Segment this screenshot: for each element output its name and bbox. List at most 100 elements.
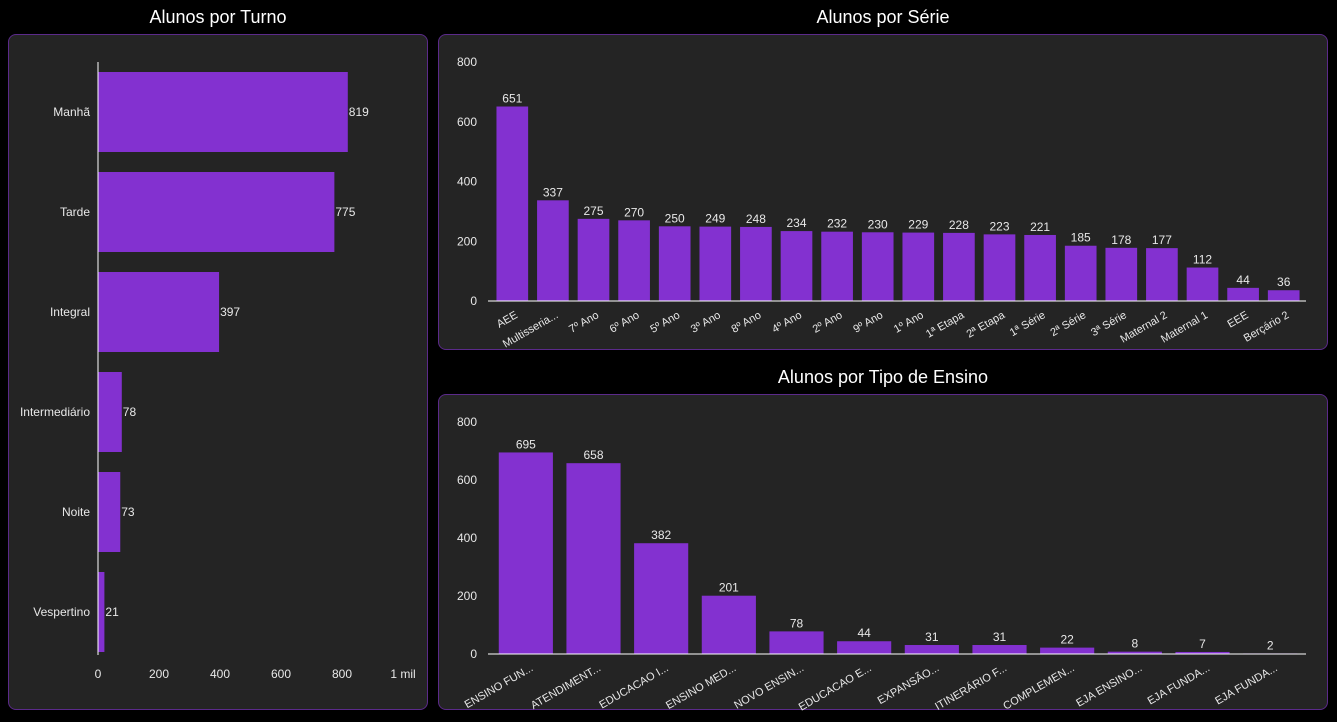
- serie-category-label-4: 5º Ano: [648, 309, 682, 335]
- serie-bar-1: [537, 200, 569, 301]
- tipo-category-label-5: EDUCACAO E...: [797, 662, 874, 713]
- serie-data-label-19: 36: [1277, 275, 1291, 289]
- serie-bar-0: [496, 106, 529, 301]
- tipo-category-label-8: COMPLEMEN...: [1001, 662, 1076, 712]
- serie-data-label-10: 229: [908, 218, 928, 232]
- data-label-turno-1: 775: [335, 205, 355, 219]
- serie-data-label-15: 178: [1111, 233, 1131, 247]
- serie-data-label-16: 177: [1152, 233, 1172, 247]
- tipo-data-label-6: 31: [925, 630, 939, 644]
- serie-bar-3: [618, 220, 650, 301]
- serie-category-label-0: AEE: [495, 309, 520, 330]
- serie-data-label-11: 228: [949, 218, 969, 232]
- serie-bar-12: [983, 234, 1016, 301]
- tipo-data-label-1: 658: [583, 448, 603, 462]
- serie-tick-label-2: 400: [457, 175, 477, 189]
- serie-category-label-9: 9º Ano: [851, 309, 885, 335]
- serie-category-label-2: 7º Ano: [567, 309, 601, 335]
- tipo-data-label-7: 31: [993, 630, 1007, 644]
- serie-category-label-10: 1º Ano: [892, 309, 926, 335]
- tick-label-turno-4: 800: [332, 667, 352, 681]
- category-label-turno-5: Vespertino: [33, 605, 90, 619]
- tipo-bar-6: [904, 645, 959, 654]
- tipo-tick-label-1: 200: [457, 589, 477, 603]
- serie-category-label-6: 8º Ano: [730, 309, 764, 335]
- tipo-data-label-0: 695: [516, 437, 536, 451]
- tick-label-turno-2: 400: [210, 667, 230, 681]
- serie-data-label-13: 221: [1030, 220, 1050, 234]
- data-label-turno-4: 73: [121, 505, 135, 519]
- tipo-data-label-4: 78: [790, 616, 804, 630]
- serie-tick-label-3: 600: [457, 115, 477, 129]
- tipo-bar-4: [769, 631, 824, 654]
- tipo-category-label-10: EJA FUNDA...: [1146, 662, 1212, 707]
- data-label-turno-3: 78: [123, 405, 137, 419]
- bar-turno-0: [98, 72, 348, 152]
- serie-category-label-12: 2ª Etapa: [965, 309, 1008, 341]
- data-label-turno-5: 21: [105, 605, 119, 619]
- serie-data-label-7: 234: [786, 216, 806, 230]
- tick-label-turno-1: 200: [149, 667, 169, 681]
- tipo-data-label-10: 7: [1199, 637, 1206, 651]
- category-label-turno-0: Manhã: [53, 105, 90, 119]
- serie-bar-4: [658, 226, 691, 301]
- tipo-data-label-11: 2: [1267, 638, 1274, 652]
- tipo-bar-1: [566, 463, 621, 654]
- serie-tick-label-1: 200: [457, 234, 477, 248]
- tipo-category-label-9: EJA ENSINO...: [1074, 662, 1144, 709]
- tipo-bar-0: [498, 452, 553, 654]
- bar-turno-1: [98, 172, 335, 252]
- serie-category-label-3: 6º Ano: [608, 309, 642, 335]
- tipo-category-label-11: EJA FUNDA...: [1213, 662, 1279, 707]
- serie-data-label-1: 337: [543, 185, 563, 199]
- serie-bar-18: [1227, 287, 1259, 301]
- bar-turno-3: [98, 372, 122, 452]
- tipo-category-label-7: ITINERÁRIO F...: [933, 661, 1009, 713]
- tipo-data-label-9: 8: [1131, 637, 1138, 651]
- tick-label-turno-5: 1 mil: [390, 667, 415, 681]
- chart-serie: 0200400600800651AEE337Multisseria...2757…: [457, 55, 1306, 350]
- serie-category-label-14: 2ª Série: [1048, 309, 1088, 339]
- serie-data-label-12: 223: [989, 219, 1009, 233]
- panel-serie: 0 200 400 600 800 651 AEE 337 Multisseria... 275 7…: [438, 34, 1328, 350]
- tipo-data-label-5: 44: [857, 626, 871, 640]
- chart-title-tipo-ensino: Alunos por Tipo de Ensino: [777, 367, 989, 387]
- tipo-tick-label-0: 0: [470, 647, 477, 661]
- serie-bar-15: [1105, 247, 1138, 301]
- serie-category-label-7: 4º Ano: [770, 309, 804, 335]
- chart-title-turno: Alunos por Turno: [149, 7, 287, 27]
- serie-data-label-9: 230: [868, 217, 888, 231]
- tipo-category-label-6: EXPANSÃO...: [875, 661, 941, 707]
- bar-turno-2: [98, 272, 220, 352]
- serie-tick-label-0: 0: [470, 294, 477, 308]
- tipo-bar-2: [634, 543, 689, 654]
- serie-bar-13: [1024, 234, 1056, 301]
- tipo-category-label-1: ATENDIMENT...: [529, 662, 603, 712]
- serie-data-label-8: 232: [827, 217, 847, 231]
- serie-category-label-17: Maternal 1: [1159, 309, 1210, 345]
- serie-bar-6: [740, 226, 772, 301]
- serie-bar-10: [902, 232, 935, 301]
- serie-category-label-18: EEE: [1226, 309, 1251, 330]
- bar-turno-4: [98, 472, 121, 552]
- chart-turno: Manhã 819 Tarde 775 Integral 397 Intermediário…: [20, 62, 416, 681]
- serie-category-label-19: Berçário 2: [1242, 309, 1291, 344]
- serie-bar-11: [943, 232, 975, 301]
- category-label-turno-3: Intermediário: [20, 405, 90, 419]
- serie-category-label-11: 1ª Etapa: [924, 309, 967, 341]
- serie-category-label-13: 1ª Série: [1008, 309, 1048, 339]
- serie-data-label-5: 249: [705, 212, 725, 226]
- serie-category-label-8: 2º Ano: [811, 309, 845, 335]
- tipo-category-label-2: EDUCACAO I...: [597, 662, 670, 711]
- serie-data-label-18: 44: [1236, 273, 1250, 287]
- tipo-bar-5: [837, 641, 892, 654]
- panel-tipo-ensino: 0 200 400 600 800 695 ENSINO FUN... 658 ATENDIME…: [438, 394, 1328, 714]
- serie-data-label-3: 270: [624, 205, 644, 219]
- bar-turno-5: [98, 572, 105, 652]
- serie-data-label-2: 275: [583, 204, 603, 218]
- tipo-category-label-3: ENSINO MED...: [664, 662, 738, 712]
- serie-data-label-4: 250: [665, 211, 685, 225]
- tipo-data-label-2: 382: [651, 528, 671, 542]
- serie-tick-label-4: 800: [457, 55, 477, 69]
- serie-data-label-14: 185: [1071, 231, 1091, 245]
